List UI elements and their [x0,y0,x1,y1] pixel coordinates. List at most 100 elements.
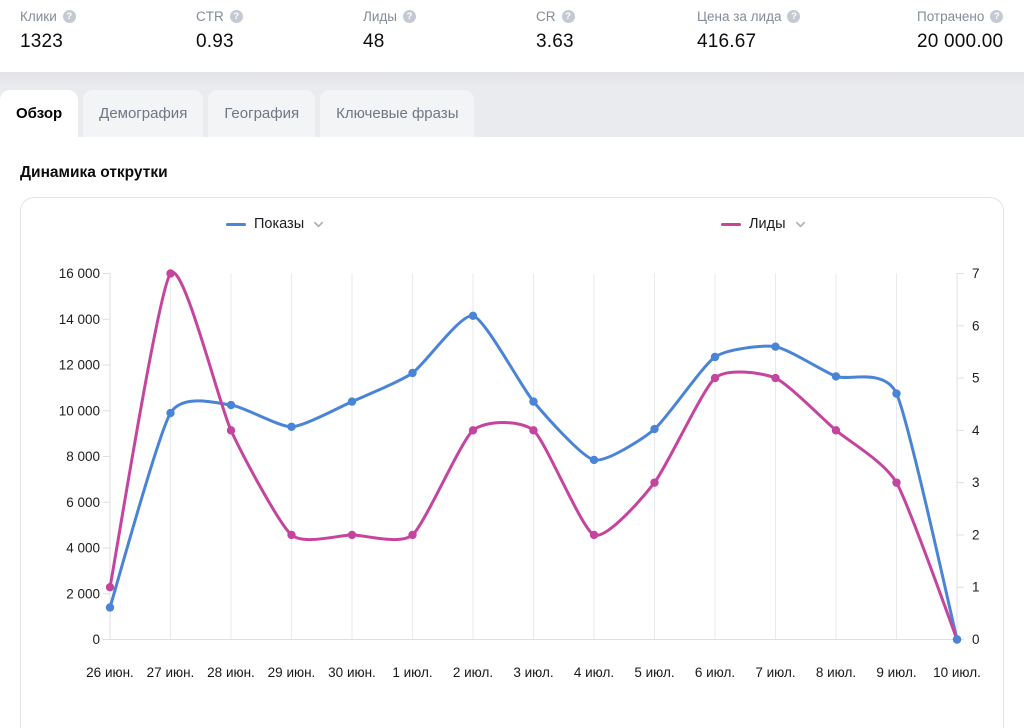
y-tick-label-right: 4 [972,423,980,438]
y-tick-label-right: 3 [972,475,980,490]
leads-point-5[interactable] [408,530,417,540]
impressions-point-3[interactable] [287,422,296,431]
overview-panel: Динамика открутки Показы Лиды 0 2 000 4 000… [0,164,1024,728]
stat-card: CR? 3.63 [536,9,575,53]
x-axis-label: 4 июл. [574,665,614,680]
impressions-point-4[interactable] [347,397,357,406]
tab-overview[interactable]: Обзор [0,90,79,137]
chevron-down-icon [312,218,325,231]
stat-card: Лиды? 48 [363,9,416,53]
stat-value: 0.93 [196,31,234,52]
leads-point-9[interactable] [650,478,659,487]
stat-value: 1323 [20,31,64,52]
stat-value: 3.63 [536,31,574,52]
stat-label: CTR [196,9,224,24]
y-tick-label-left: 16 000 [59,266,100,281]
impressions-point-0[interactable] [105,603,115,612]
y-tick-label-left: 6 000 [66,495,100,510]
leads-point-12[interactable] [831,426,841,435]
stat-card: CTR? 0.93 [196,9,243,53]
y-tick-label-left: 14 000 [59,312,100,327]
leads-point-4[interactable] [347,530,357,540]
y-tick-label-right: 2 [972,527,980,542]
impressions-point-13[interactable] [892,389,901,398]
leads-point-1[interactable] [166,269,175,278]
legend-item-leads[interactable]: Лиды [721,216,807,232]
x-axis-label: 5 июл. [634,665,674,680]
impressions-point-2[interactable] [226,400,236,410]
chevron-down-icon [794,218,807,231]
impressions-point-7[interactable] [529,397,538,406]
stat-card: Клики? 1323 [20,9,76,53]
y-tick-label-left: 10 000 [59,403,100,418]
impressions-point-8[interactable] [589,455,599,465]
help-icon[interactable]: ? [787,10,801,23]
x-axis-label: 10 июл. [933,665,981,680]
x-axis-label: 8 июл. [816,665,856,680]
x-axis-label: 9 июл. [876,665,916,680]
y-tick-label-left: 12 000 [59,358,100,373]
legend-dash-icon [721,222,741,226]
stat-label: Лиды [363,9,397,24]
y-tick-label-right: 6 [972,318,980,333]
leads-point-10[interactable] [710,373,720,383]
leads-point-3[interactable] [287,530,296,540]
stat-value: 20 000.00 [917,31,1004,52]
impressions-point-12[interactable] [831,372,841,381]
legend-dash-icon [226,222,246,226]
stat-card: Цена за лида? 416.67 [697,9,801,53]
impressions-point-14[interactable] [952,635,962,644]
stat-value: 48 [363,31,385,52]
impressions-point-5[interactable] [408,368,417,378]
help-icon[interactable]: ? [561,10,575,23]
leads-point-8[interactable] [589,530,599,540]
x-axis-label: 6 июл. [695,665,735,680]
section-title: Динамика открутки [20,164,168,181]
leads-point-0[interactable] [105,583,115,592]
leads-point-11[interactable] [771,373,780,383]
impressions-point-1[interactable] [166,408,175,418]
tab-band: Обзор Демография География Ключевые фразы [0,72,1024,137]
tab-geography[interactable]: География [208,90,316,137]
tab-keywords[interactable]: Ключевые фразы [320,90,475,137]
leads-line [108,270,959,641]
impressions-point-11[interactable] [771,342,780,351]
tab-bar: Обзор Демография География Ключевые фразы [0,90,475,137]
help-icon[interactable]: ? [229,10,243,23]
y-tick-label-right: 7 [972,266,980,281]
stat-label: Потрачено [917,9,985,24]
impressions-point-9[interactable] [650,424,659,434]
x-axis-label: 29 июн. [268,665,316,680]
x-axis-label: 3 июл. [513,665,553,680]
leads-point-13[interactable] [892,478,901,487]
stat-label: Цена за лида [697,9,782,24]
tab-demography[interactable]: Демография [83,90,204,137]
y-tick-label-right: 0 [972,632,980,647]
impressions-point-10[interactable] [710,352,720,362]
x-axis-label: 1 июл. [392,665,432,680]
stat-label: CR [536,9,556,24]
legend-item-impressions[interactable]: Показы [226,216,325,232]
y-tick-label-left: 8 000 [66,449,100,464]
impressions-point-6[interactable] [468,311,478,321]
stat-value: 416.67 [697,31,757,52]
y-tick-label-left: 2 000 [66,586,100,601]
stat-card: Потрачено? 20 000.00 [917,9,1004,53]
leads-point-7[interactable] [529,426,538,435]
stats-bar: Клики? 1323 CTR? 0.93 Лиды? 48 CR? 3.63 Цена за … [0,0,1024,72]
y-tick-label-left: 0 [92,632,100,647]
x-axis-label: 30 июн. [328,665,376,680]
stat-label: Клики [20,9,57,24]
help-icon[interactable]: ? [990,10,1004,23]
line-chart: 0 2 000 4 000 6 000 8 000 10 000 12 000 14 000 1… [59,266,981,680]
leads-point-2[interactable] [226,426,236,435]
y-tick-label-right: 1 [972,580,980,595]
y-tick-label-right: 5 [972,371,980,386]
leads-point-6[interactable] [468,426,478,435]
help-icon[interactable]: ? [62,10,76,23]
help-icon[interactable]: ? [402,10,416,23]
x-axis-label: 7 июл. [755,665,795,680]
legend-label: Показы [254,216,305,232]
x-axis-label: 27 июн. [147,665,195,680]
